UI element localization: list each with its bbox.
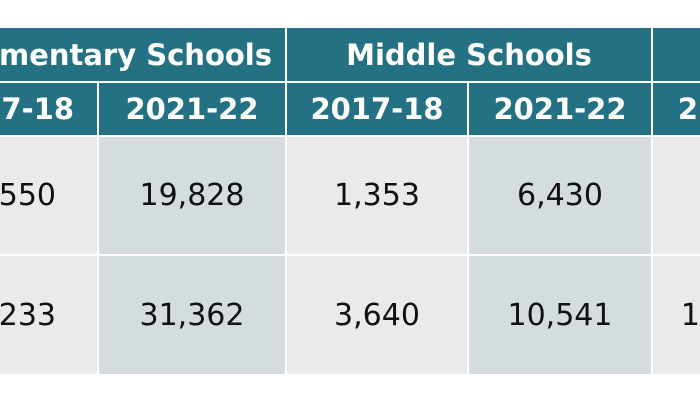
column-divider: [467, 82, 469, 374]
table-cell: 19,828: [98, 136, 286, 254]
table-cell: 233: [0, 256, 98, 374]
col-header-elem-2017-18: 7-18: [0, 82, 98, 136]
table-cell: 550: [0, 136, 98, 254]
table-cell: [652, 136, 700, 254]
row-divider: [0, 135, 700, 137]
table-cell: 1,353: [286, 136, 468, 254]
row-divider: [0, 254, 700, 256]
table-cell: 31,362: [98, 256, 286, 374]
column-divider: [651, 28, 653, 374]
group-header-elementary: mentary Schools: [0, 28, 286, 82]
col-header-middle-2017-18: 2017-18: [286, 82, 468, 136]
column-divider: [97, 82, 99, 374]
col-header-third: 2: [652, 82, 700, 136]
col-header-elem-2021-22: 2021-22: [98, 82, 286, 136]
group-header-middle: Middle Schools: [286, 28, 652, 82]
row-divider: [0, 81, 700, 83]
table-cell: 10,541: [468, 256, 652, 374]
table-cell: 1: [652, 256, 700, 374]
group-header-third: [652, 28, 700, 82]
table-cell: 3,640: [286, 256, 468, 374]
table-cell: 6,430: [468, 136, 652, 254]
column-divider: [285, 28, 287, 374]
col-header-middle-2021-22: 2021-22: [468, 82, 652, 136]
